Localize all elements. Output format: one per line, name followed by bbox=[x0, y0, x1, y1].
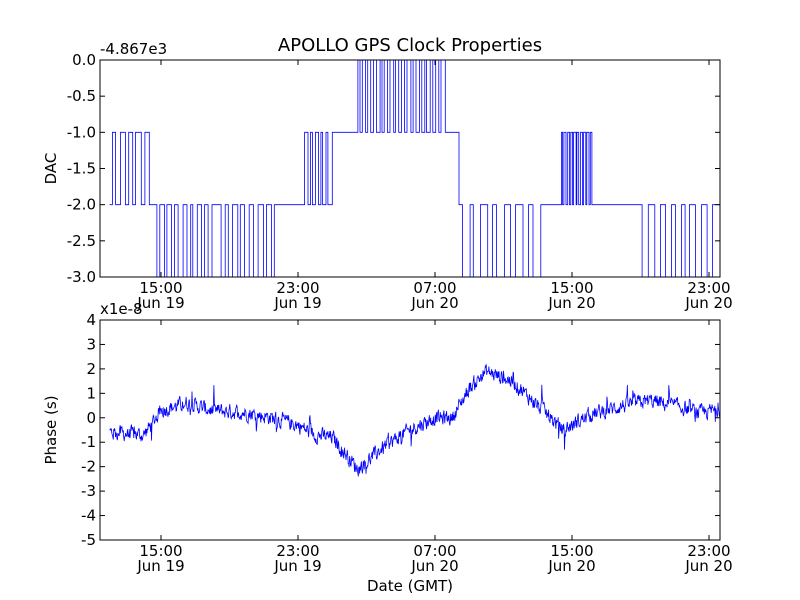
x-tick-time-label: 23:00 bbox=[687, 279, 730, 297]
y-tick-label: 0.0 bbox=[72, 51, 96, 69]
y-tick-label: -1.0 bbox=[67, 123, 96, 141]
x-tick-time-label: 15:00 bbox=[139, 279, 182, 297]
y-tick-label: -3.0 bbox=[67, 268, 96, 286]
x-tick-time-label: 15:00 bbox=[550, 279, 593, 297]
x-tick-date-label: Jun 19 bbox=[136, 557, 184, 575]
y-tick-label: -2 bbox=[81, 458, 96, 476]
y-tick-label: 1 bbox=[86, 384, 96, 402]
x-tick-time-label: 23:00 bbox=[276, 542, 319, 560]
x-axis-label: Date (GMT) bbox=[367, 577, 453, 595]
phase-series-line bbox=[109, 364, 720, 477]
dac-series-line bbox=[109, 60, 720, 277]
y-tick-label: -4 bbox=[81, 507, 96, 525]
x-tick-date-label: Jun 20 bbox=[684, 294, 732, 312]
y-tick-label: -0.5 bbox=[67, 87, 96, 105]
phase-axes-frame bbox=[99, 319, 721, 541]
x-tick-time-label: 23:00 bbox=[276, 279, 319, 297]
x-tick-date-label: Jun 20 bbox=[547, 557, 595, 575]
dac-offset-label: -4.867e3 bbox=[100, 40, 167, 58]
y-tick-label: 0 bbox=[86, 409, 96, 427]
x-tick-time-label: 23:00 bbox=[687, 542, 730, 560]
phase-offset-label: x1e-8 bbox=[100, 300, 143, 318]
y-tick-label: 2 bbox=[86, 360, 96, 378]
y-tick-label: 4 bbox=[86, 311, 96, 329]
y-tick-label: -2.5 bbox=[67, 232, 96, 250]
x-tick-date-label: Jun 19 bbox=[273, 557, 321, 575]
x-tick-date-label: Jun 19 bbox=[273, 294, 321, 312]
y-axis-label: DAC bbox=[42, 153, 60, 185]
y-tick-label: -2.0 bbox=[67, 196, 96, 214]
x-tick-date-label: Jun 20 bbox=[410, 294, 458, 312]
y-tick-label: -1.5 bbox=[67, 160, 96, 178]
x-tick-time-label: 15:00 bbox=[139, 542, 182, 560]
x-tick-date-label: Jun 20 bbox=[547, 294, 595, 312]
y-axis-label: Phase (s) bbox=[42, 395, 60, 464]
x-tick-date-label: Jun 20 bbox=[410, 557, 458, 575]
x-tick-time-label: 07:00 bbox=[413, 542, 456, 560]
x-tick-date-label: Jun 20 bbox=[684, 557, 732, 575]
x-tick-date-label: Jun 19 bbox=[136, 294, 184, 312]
y-tick-label: -3 bbox=[81, 482, 96, 500]
x-tick-time-label: 07:00 bbox=[413, 279, 456, 297]
x-tick-time-label: 15:00 bbox=[550, 542, 593, 560]
y-tick-label: -5 bbox=[81, 531, 96, 549]
chart-title: APOLLO GPS Clock Properties bbox=[278, 35, 542, 56]
y-tick-label: 3 bbox=[86, 335, 96, 353]
y-tick-label: -1 bbox=[81, 433, 96, 451]
